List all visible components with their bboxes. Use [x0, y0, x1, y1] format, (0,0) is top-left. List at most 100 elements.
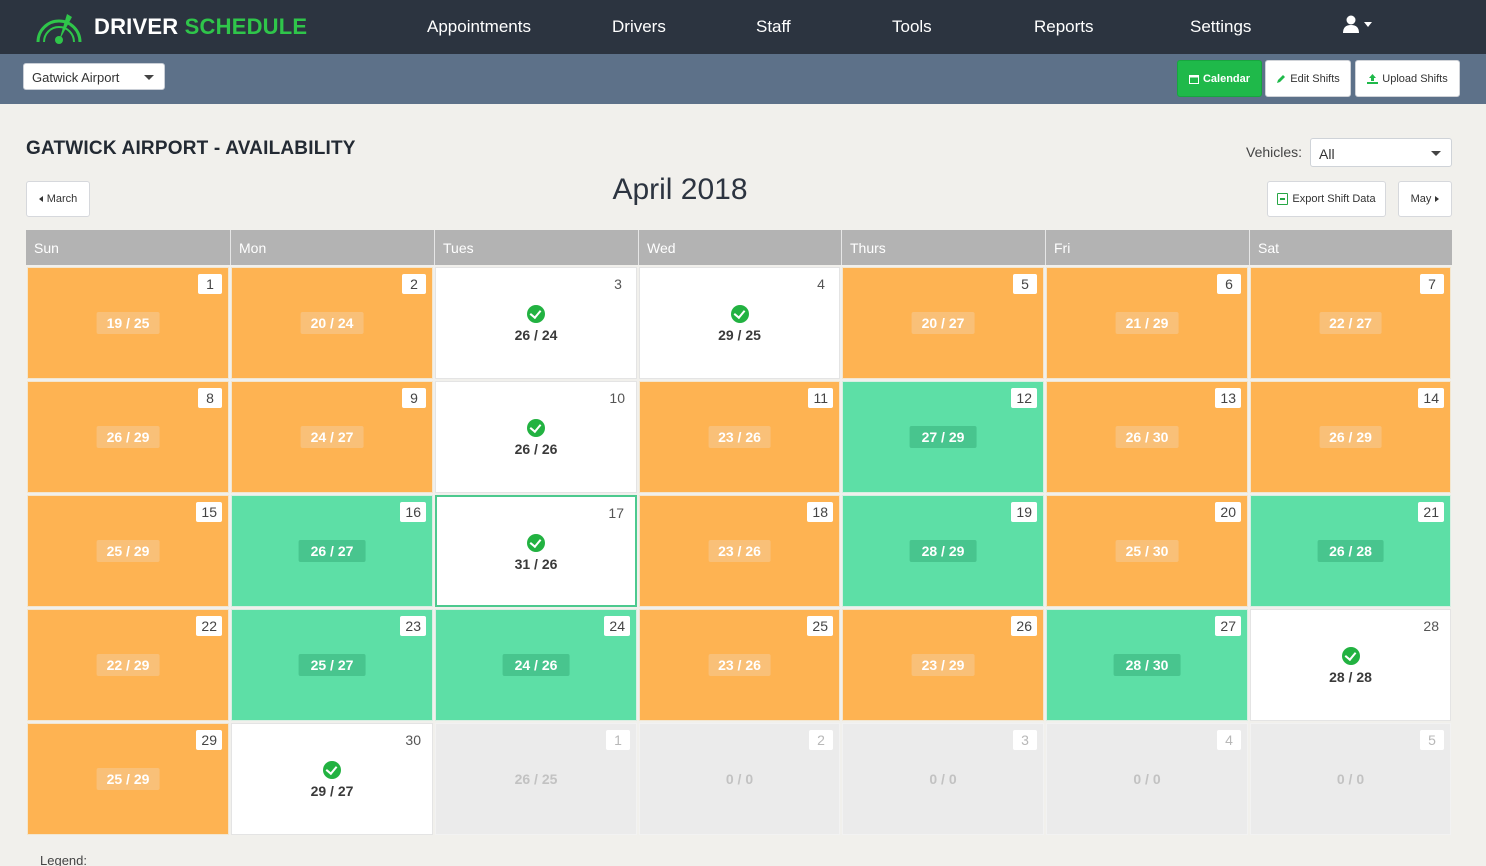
- availability-value: 26 / 29: [1319, 426, 1382, 448]
- brand[interactable]: DRIVER SCHEDULE: [34, 8, 307, 46]
- calendar-day-cell[interactable]: 24 24 / 26: [435, 609, 637, 721]
- calendar-day-cell[interactable]: 9 24 / 27: [231, 381, 433, 493]
- day-number: 25: [807, 616, 833, 636]
- user-icon: [1343, 15, 1359, 33]
- weekday-fri: Fri: [1045, 230, 1249, 265]
- vehicles-select-value: All: [1319, 146, 1335, 162]
- calendar-day-cell[interactable]: 2 0 / 0: [639, 723, 840, 835]
- nav-appointments[interactable]: Appointments: [427, 17, 531, 36]
- calendar-day-cell[interactable]: 29 25 / 29: [27, 723, 229, 835]
- day-number: 10: [609, 390, 625, 406]
- vehicles-select[interactable]: All: [1310, 138, 1452, 167]
- availability-value: 23 / 26: [708, 426, 771, 448]
- weekday-mon: Mon: [230, 230, 434, 265]
- calendar-day-cell[interactable]: 3 26 / 24: [435, 267, 637, 379]
- calendar-day-cell[interactable]: 18 23 / 26: [639, 495, 840, 607]
- calendar-icon: [1188, 74, 1199, 84]
- calendar-day-cell[interactable]: 25 23 / 26: [639, 609, 840, 721]
- prev-month-label: March: [46, 193, 78, 205]
- calendar-day-cell[interactable]: 15 25 / 29: [27, 495, 229, 607]
- availability-value: 26 / 26: [514, 441, 558, 457]
- day-number: 16: [400, 502, 426, 522]
- chevron-right-icon: [1435, 196, 1440, 202]
- calendar-day-cell[interactable]: 13 26 / 30: [1046, 381, 1248, 493]
- calendar-day-cell[interactable]: 3 0 / 0: [842, 723, 1044, 835]
- availability-value: 26 / 30: [1115, 426, 1179, 448]
- prev-month-button[interactable]: March: [26, 181, 90, 217]
- day-number: 5: [1013, 274, 1037, 294]
- calendar-day-cell[interactable]: 1 26 / 25: [435, 723, 637, 835]
- calendar-day-cell[interactable]: 8 26 / 29: [27, 381, 229, 493]
- availability-value: 0 / 0: [1133, 771, 1161, 787]
- user-menu[interactable]: [1343, 15, 1372, 33]
- chevron-left-icon: [38, 196, 43, 202]
- nav-staff[interactable]: Staff: [756, 17, 791, 36]
- calendar-day-cell[interactable]: 5 20 / 27: [842, 267, 1044, 379]
- calendar-day-cell[interactable]: 27 28 / 30: [1046, 609, 1248, 721]
- availability-value: 25 / 29: [96, 540, 160, 562]
- calendar-day-cell[interactable]: 2 20 / 24: [231, 267, 433, 379]
- nav-settings[interactable]: Settings: [1190, 17, 1252, 36]
- day-number: 19: [1011, 502, 1037, 522]
- day-number: 22: [196, 616, 222, 636]
- calendar-day-cell[interactable]: 20 25 / 30: [1046, 495, 1248, 607]
- day-number: 7: [1420, 274, 1444, 294]
- nav-drivers[interactable]: Drivers: [612, 17, 666, 36]
- calendar-day-cell[interactable]: 21 26 / 28: [1250, 495, 1451, 607]
- weekday-header: Sun Mon Tues Wed Thurs Fri Sat: [26, 230, 1452, 265]
- day-number: 8: [198, 388, 222, 408]
- brand-word-driver: DRIVER: [94, 14, 179, 39]
- availability-value: 29 / 27: [310, 783, 354, 799]
- calendar-day-cell[interactable]: 4 0 / 0: [1046, 723, 1248, 835]
- calendar-day-cell[interactable]: 1 19 / 25: [27, 267, 229, 379]
- calendar-day-cell[interactable]: 26 23 / 29: [842, 609, 1044, 721]
- day-number: 11: [808, 388, 833, 408]
- location-select[interactable]: Gatwick Airport: [23, 63, 165, 90]
- excel-file-icon: [1277, 193, 1289, 205]
- day-number: 6: [1217, 274, 1241, 294]
- check-circle-icon: [323, 761, 341, 779]
- weekday-sun: Sun: [34, 240, 59, 256]
- calendar-day-cell[interactable]: 5 0 / 0: [1250, 723, 1451, 835]
- calendar-day-cell[interactable]: 22 22 / 29: [27, 609, 229, 721]
- calendar-day-cell[interactable]: 23 25 / 27: [231, 609, 433, 721]
- calendar-day-cell[interactable]: 17 31 / 26: [435, 495, 637, 607]
- availability-value: 22 / 27: [1319, 312, 1382, 334]
- nav-tools[interactable]: Tools: [892, 17, 932, 36]
- calendar-day-cell[interactable]: 19 28 / 29: [842, 495, 1044, 607]
- calendar-day-cell[interactable]: 10 26 / 26: [435, 381, 637, 493]
- chevron-down-icon: [1431, 151, 1441, 156]
- calendar-day-cell[interactable]: 14 26 / 29: [1250, 381, 1451, 493]
- calendar-view-button[interactable]: Calendar: [1177, 60, 1262, 97]
- upload-shifts-button[interactable]: Upload Shifts: [1355, 60, 1460, 97]
- upload-shifts-label: Upload Shifts: [1382, 72, 1448, 85]
- legend-label: Legend:: [40, 853, 87, 866]
- availability-value: 29 / 25: [718, 327, 761, 343]
- calendar-day-cell[interactable]: 30 29 / 27: [231, 723, 433, 835]
- calendar-day-cell[interactable]: 7 22 / 27: [1250, 267, 1451, 379]
- availability-value: 26 / 25: [514, 771, 558, 787]
- month-title: April 2018: [612, 173, 748, 206]
- availability-value: 25 / 30: [1115, 540, 1179, 562]
- edit-shifts-button[interactable]: Edit Shifts: [1265, 60, 1351, 97]
- next-month-button[interactable]: May: [1398, 181, 1452, 217]
- calendar-day-cell[interactable]: 28 28 / 28: [1250, 609, 1451, 721]
- export-shift-data-button[interactable]: Export Shift Data: [1267, 181, 1386, 217]
- calendar-day-cell[interactable]: 16 26 / 27: [231, 495, 433, 607]
- pencil-icon: [1277, 74, 1286, 83]
- day-number: 12: [1011, 388, 1037, 408]
- weekday-wed: Wed: [638, 230, 841, 265]
- nav-reports[interactable]: Reports: [1034, 17, 1094, 36]
- weekday-sat: Sat: [1249, 230, 1452, 265]
- day-number: 9: [402, 388, 426, 408]
- day-number: 5: [1420, 730, 1444, 750]
- check-circle-icon: [527, 419, 545, 437]
- day-number: 14: [1418, 388, 1444, 408]
- calendar-day-cell[interactable]: 12 27 / 29: [842, 381, 1044, 493]
- calendar-day-cell[interactable]: 6 21 / 29: [1046, 267, 1248, 379]
- calendar-day-cell[interactable]: 11 23 / 26: [639, 381, 840, 493]
- export-shift-data-label: Export Shift Data: [1292, 193, 1376, 205]
- calendar-day-cell[interactable]: 4 29 / 25: [639, 267, 840, 379]
- day-number: 26: [1011, 616, 1037, 636]
- availability-value: 26 / 29: [96, 426, 160, 448]
